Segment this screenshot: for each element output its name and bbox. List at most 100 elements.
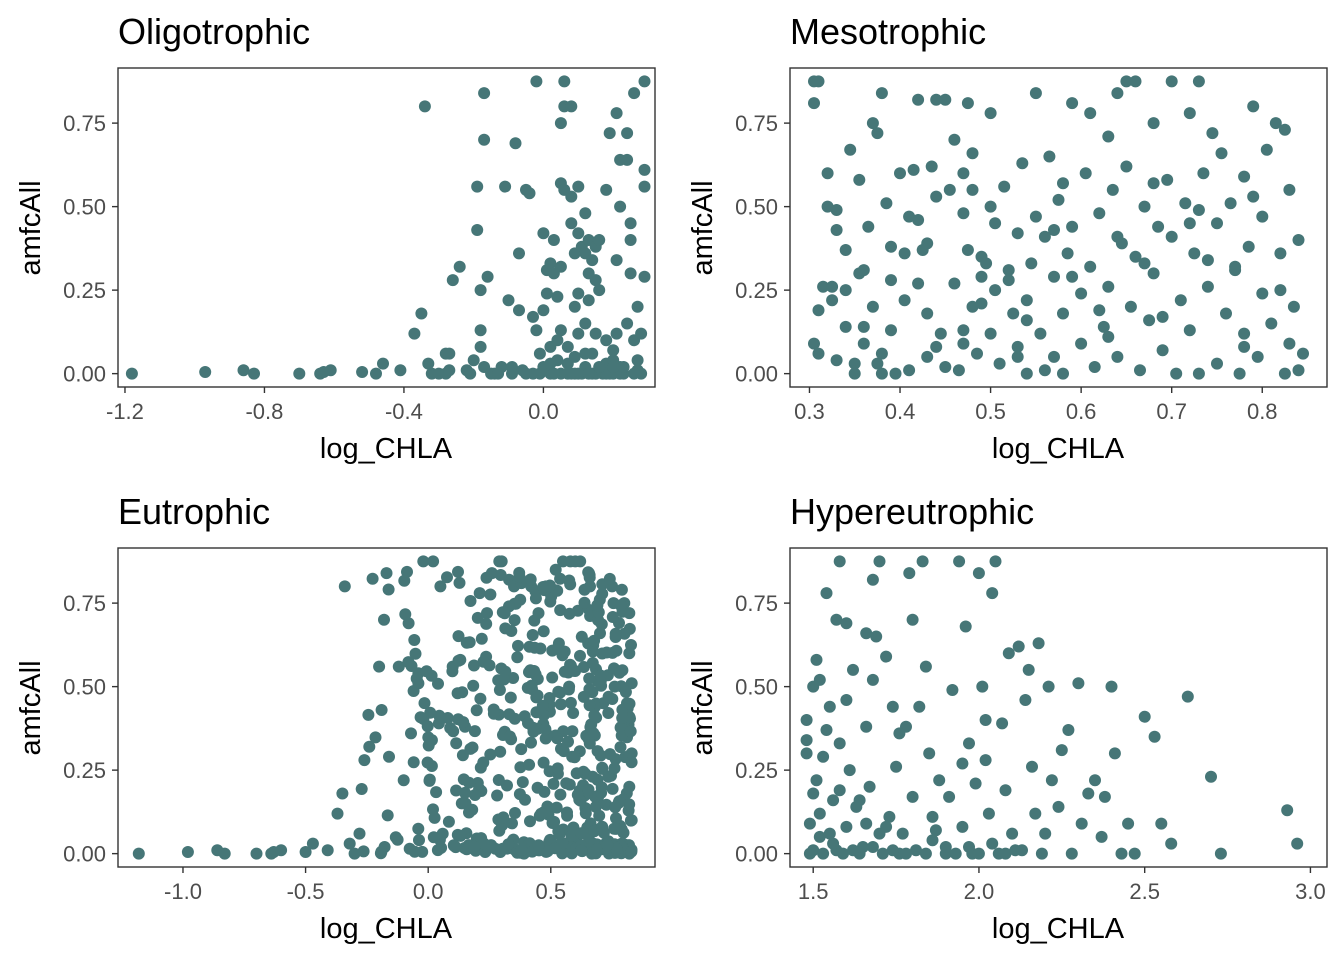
data-point [532, 839, 545, 852]
data-point [1057, 307, 1069, 320]
data-point [984, 327, 997, 340]
data-point [986, 587, 999, 600]
data-point [382, 583, 395, 596]
data-point [1274, 284, 1287, 297]
data-point [405, 727, 417, 740]
data-point [492, 774, 505, 786]
data-point [800, 734, 813, 747]
data-point [554, 698, 567, 711]
data-point [474, 340, 487, 353]
data-point [1111, 350, 1124, 363]
data-point [813, 807, 826, 820]
data-point [512, 639, 524, 652]
data-point [402, 617, 415, 630]
data-point [442, 815, 455, 828]
data-point [492, 367, 505, 380]
data-point [588, 709, 601, 722]
data-point [547, 777, 560, 790]
data-point [1122, 817, 1135, 830]
data-point [1111, 87, 1124, 100]
data-point [132, 847, 145, 860]
data-point [1229, 260, 1242, 273]
data-point [491, 789, 504, 802]
data-point [531, 689, 544, 702]
data-point [910, 844, 922, 857]
x-tick-label: 3.0 [1295, 879, 1326, 904]
data-point [453, 576, 466, 589]
data-point [513, 304, 525, 317]
data-point [957, 207, 970, 220]
data-point [817, 750, 830, 763]
data-point [833, 555, 846, 568]
data-point [966, 300, 979, 313]
data-points [132, 555, 638, 860]
data-point [999, 784, 1012, 797]
data-point [1291, 837, 1304, 850]
data-point [554, 788, 567, 801]
data-point [921, 350, 934, 363]
data-point [969, 777, 982, 790]
data-point [415, 307, 428, 320]
data-point [375, 704, 388, 716]
data-point [921, 307, 934, 320]
data-point [567, 664, 580, 677]
data-point [520, 367, 532, 380]
data-point [848, 367, 861, 380]
data-point [614, 741, 627, 754]
data-point [839, 284, 852, 297]
data-point [614, 599, 627, 612]
data-point [321, 844, 334, 857]
data-point [827, 794, 840, 807]
data-point [537, 756, 550, 769]
data-point [906, 790, 919, 803]
data-point [432, 677, 444, 690]
data-point [860, 627, 873, 640]
data-point [425, 669, 438, 682]
data-point [565, 367, 578, 380]
data-point [469, 789, 481, 801]
data-point [600, 183, 613, 196]
data-point [1238, 340, 1251, 353]
data-point [523, 758, 536, 771]
data-point [933, 774, 946, 787]
data-point [1134, 364, 1146, 377]
data-point [558, 665, 571, 678]
data-point [401, 565, 413, 578]
data-point [847, 663, 859, 676]
data-point [959, 620, 972, 633]
data-point [880, 650, 893, 663]
data-point [1138, 257, 1151, 270]
data-point [508, 614, 521, 627]
data-point [473, 587, 486, 600]
data-point [1120, 75, 1133, 88]
y-tick-label: 0.50 [735, 675, 778, 700]
data-point [467, 679, 480, 692]
data-point [1020, 367, 1033, 380]
data-point [866, 573, 879, 586]
data-point [817, 280, 830, 293]
data-point [894, 167, 906, 180]
data-point [408, 845, 421, 858]
data-point [299, 846, 312, 858]
data-point [524, 573, 537, 586]
data-point [840, 820, 853, 833]
y-tick-label: 0.75 [735, 111, 778, 136]
data-point [848, 357, 861, 370]
data-point [624, 814, 637, 827]
data-point [535, 807, 548, 820]
data-point [544, 257, 557, 270]
data-point [551, 762, 564, 775]
data-point [405, 660, 418, 672]
data-point [1084, 260, 1097, 273]
data-point [610, 812, 622, 825]
data-point [1120, 160, 1133, 173]
data-point [625, 845, 638, 858]
data-point [972, 567, 985, 580]
data-points [808, 75, 1309, 380]
data-point [1055, 744, 1068, 757]
data-point [1095, 830, 1108, 843]
data-point [1256, 287, 1269, 300]
data-point [1281, 804, 1294, 817]
data-point [596, 762, 609, 775]
data-point [628, 367, 641, 380]
